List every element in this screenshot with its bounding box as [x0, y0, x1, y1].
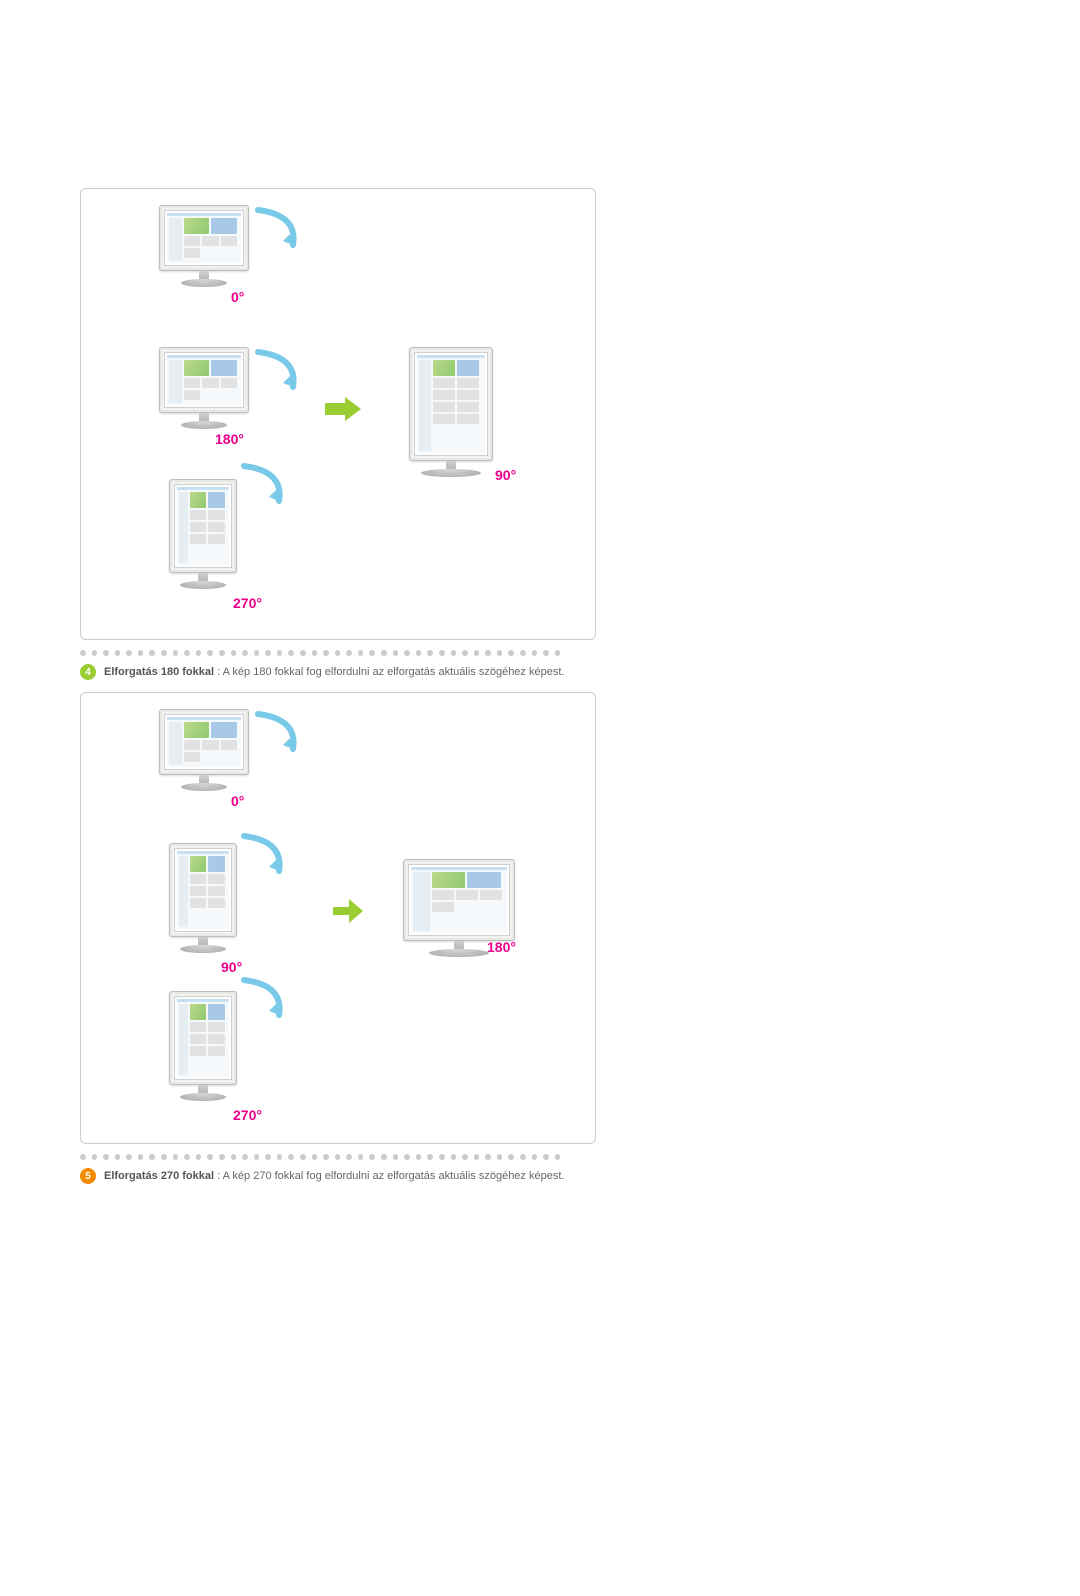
- result-arrow-icon: [325, 397, 361, 421]
- rotation-arrow-icon: [253, 205, 313, 255]
- step-separator: :: [214, 666, 223, 678]
- rotation-arrow-icon: [253, 709, 313, 759]
- monitor-result-90deg: [409, 347, 493, 477]
- step-title: Elforgatás 180 fokkal: [104, 666, 214, 678]
- step-5: 5 Elforgatás 270 fokkal : A kép 270 fokk…: [80, 1168, 1000, 1184]
- diagram-rotation-90: 0° 180° 270°: [80, 188, 596, 640]
- separator-dots: [80, 1154, 560, 1160]
- angle-label-180: 180°: [215, 431, 244, 447]
- monitor-90deg: [169, 843, 237, 953]
- result-arrow-icon: [333, 899, 369, 923]
- angle-label-0: 0°: [231, 289, 244, 305]
- step-number: 5: [85, 1171, 91, 1182]
- rotation-arrow-icon: [239, 831, 299, 881]
- angle-label-result-90: 90°: [495, 467, 516, 483]
- monitor-270deg: [169, 991, 237, 1101]
- monitor-180deg: [159, 347, 249, 429]
- step-number: 4: [85, 667, 91, 678]
- step-text: Elforgatás 180 fokkal : A kép 180 fokkal…: [104, 666, 564, 678]
- step-4: 4 Elforgatás 180 fokkal : A kép 180 fokk…: [80, 664, 1000, 680]
- step-bullet-4: 4: [80, 664, 96, 680]
- step-title: Elforgatás 270 fokkal: [104, 1170, 214, 1182]
- step-separator: :: [214, 1170, 223, 1182]
- monitor-0deg: [159, 205, 249, 287]
- angle-label-90: 90°: [221, 959, 242, 975]
- angle-label-result-180: 180°: [487, 939, 516, 955]
- diagram-rotation-180: 0° 90° 270°: [80, 692, 596, 1144]
- rotation-arrow-icon: [253, 347, 313, 397]
- angle-label-0: 0°: [231, 793, 244, 809]
- page: 0° 180° 270°: [0, 0, 1080, 1596]
- rotation-arrow-icon: [239, 975, 299, 1025]
- angle-label-270: 270°: [233, 595, 262, 611]
- step-desc: A kép 180 fokkal fog elfordulni az elfor…: [223, 666, 565, 678]
- diagram-grid: 0° 90° 270°: [103, 703, 573, 1133]
- monitor-0deg: [159, 709, 249, 791]
- angle-label-270: 270°: [233, 1107, 262, 1123]
- monitor-270deg: [169, 479, 237, 589]
- step-bullet-5: 5: [80, 1168, 96, 1184]
- diagram-grid: 0° 180° 270°: [103, 199, 573, 629]
- rotation-arrow-icon: [239, 461, 299, 511]
- step-desc: A kép 270 fokkal fog elfordulni az elfor…: [223, 1170, 565, 1182]
- separator-dots: [80, 650, 560, 656]
- step-text: Elforgatás 270 fokkal : A kép 270 fokkal…: [104, 1170, 564, 1182]
